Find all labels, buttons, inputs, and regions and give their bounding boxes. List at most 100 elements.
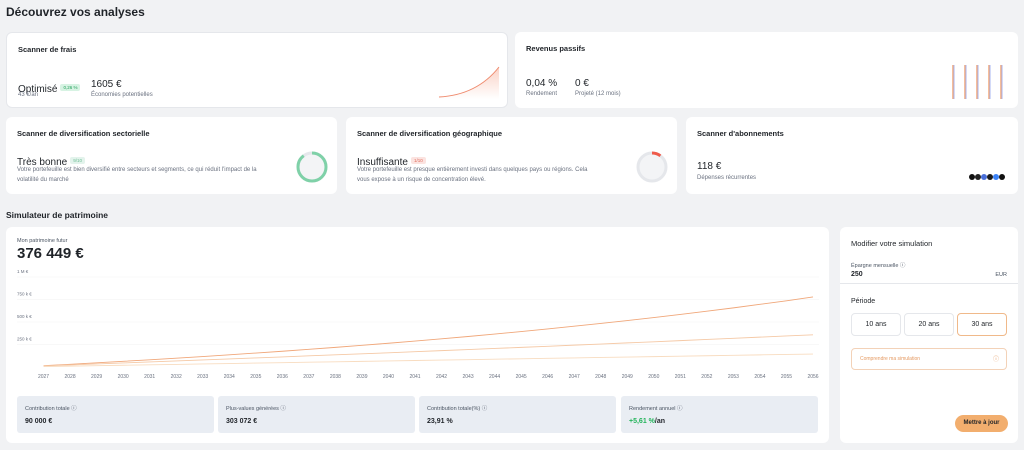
currency: EUR (995, 272, 1007, 278)
x-tick-label: 2030 (118, 374, 129, 380)
stat-box: Plus-values générées ⓘ 303 072 € (218, 396, 415, 433)
card-title: Revenus passifs (526, 44, 586, 53)
period-button[interactable]: 20 ans (904, 313, 954, 336)
x-tick-label: 2038 (330, 374, 341, 380)
x-tick-label: 2045 (516, 374, 527, 380)
savings-label-text: Épargne mensuelle (851, 263, 899, 269)
badge: 9/10 (70, 157, 85, 165)
projected-label: Projeté (12 mois) (575, 91, 621, 97)
simulator-card: Mon patrimoine futur 376 449 € 250 k € 50… (6, 227, 829, 443)
savings-value[interactable]: 250 (851, 271, 863, 278)
status: Insuffisante (357, 157, 408, 168)
stat-label: Plus-values générées ⓘ (226, 406, 286, 412)
sector-card[interactable]: Scanner de diversification sectorielle T… (6, 117, 337, 194)
stat-label: Contribution totale(%) ⓘ (427, 406, 488, 412)
update-button[interactable]: Mettre à jour (955, 415, 1008, 432)
x-tick-label: 2055 (781, 374, 792, 380)
subscription-icons (969, 174, 1005, 180)
card-title: Scanner de diversification géographique (357, 129, 503, 138)
amount: 1605 € (91, 79, 122, 90)
decor-lines (952, 65, 1003, 99)
fees-status-row: Optimisé 0,26 % (18, 79, 81, 97)
x-tick-label: 2028 (65, 374, 76, 380)
stat-box: Rendement annuel ⓘ +5,61 %/an (621, 396, 818, 433)
y-tick-label: 1 M € (17, 269, 29, 274)
x-tick-label: 2051 (675, 374, 686, 380)
fees-card[interactable]: Scanner de frais Optimisé 0,26 % 43 €/an … (6, 32, 508, 108)
x-tick-label: 2053 (728, 374, 739, 380)
stat-label: Contribution totale ⓘ (25, 406, 77, 412)
gauge (636, 151, 668, 183)
x-tick-label: 2039 (356, 374, 367, 380)
amount: 118 € (697, 161, 722, 172)
sparkline (438, 66, 500, 99)
x-tick-label: 2050 (648, 374, 659, 380)
stat-box: Contribution totale ⓘ 90 000 € (17, 396, 214, 433)
series-line (43, 296, 814, 367)
period-button[interactable]: 30 ans (957, 313, 1007, 336)
description: Votre portefeuille est bien diversifié e… (17, 167, 257, 183)
y-tick-label: 250 k € (17, 337, 32, 342)
x-tick-label: 2054 (754, 374, 765, 380)
status: Très bonne (17, 157, 68, 168)
x-tick-label: 2042 (436, 374, 447, 380)
passive-card[interactable]: Revenus passifs 0,04 % Rendement 0 € Pro… (515, 32, 1018, 108)
y-tick-label: 500 k € (17, 314, 32, 319)
x-tick-label: 2048 (595, 374, 606, 380)
x-tick-label: 2043 (463, 374, 474, 380)
savings-label: Épargne mensuelle ⓘ (851, 263, 906, 269)
stat-label-text: Rendement annuel (629, 406, 676, 412)
geo-card[interactable]: Scanner de diversification géographique … (346, 117, 677, 194)
period-button[interactable]: 10 ans (851, 313, 901, 336)
x-tick-label: 2056 (807, 374, 818, 380)
x-tick-label: 2052 (701, 374, 712, 380)
future-label: Mon patrimoine futur (17, 238, 68, 244)
stat-label-text: Contribution totale(%) (427, 406, 481, 412)
status-row: Insuffisante 1/10 (357, 152, 426, 170)
stat-value: 23,91 % (427, 418, 453, 425)
card-title: Scanner de frais (18, 45, 77, 54)
future-value: 376 449 € (17, 245, 84, 262)
amount-label: Économies potentielles (91, 92, 153, 98)
stat-value: +5,61 %/an (629, 418, 665, 425)
x-tick-label: 2049 (622, 374, 633, 380)
stat-value-number: +5,61 % (629, 418, 655, 425)
section-title: Simulateur de patrimoine (6, 210, 109, 220)
stat-box: Contribution totale(%) ⓘ 23,91 % (419, 396, 616, 433)
description: Votre portefeuille est presque entièreme… (357, 167, 588, 183)
info-icon: ⓘ (992, 357, 999, 363)
x-tick-label: 2031 (144, 374, 155, 380)
card-title: Scanner de diversification sectorielle (17, 129, 150, 138)
stat-label-text: Contribution totale (25, 406, 70, 412)
series-line (43, 334, 814, 367)
x-tick-label: 2046 (542, 374, 553, 380)
stat-value: 90 000 € (25, 418, 53, 425)
projected: 0 € (575, 78, 589, 89)
settings-title: Modifier votre simulation (851, 239, 933, 248)
x-tick-label: 2035 (250, 374, 261, 380)
x-tick-label: 2029 (91, 374, 102, 380)
card-title: Scanner d'abonnements (697, 129, 784, 138)
x-tick-label: 2033 (197, 374, 208, 380)
status-row: Très bonne 9/10 (17, 152, 85, 170)
stat-value: 303 072 € (226, 418, 258, 425)
settings-card: Modifier votre simulation Épargne mensue… (840, 227, 1018, 443)
gauge (296, 151, 328, 183)
subs-card[interactable]: Scanner d'abonnements 118 € Dépenses réc… (686, 117, 1018, 194)
page-title: Découvrez vos analyses (6, 5, 145, 19)
compare-button[interactable]: Comprendre ma simulation ⓘ (851, 348, 1007, 370)
x-tick-label: 2036 (277, 374, 288, 380)
x-tick-label: 2040 (383, 374, 394, 380)
stat-label: Rendement annuel ⓘ (629, 406, 683, 412)
divider (840, 283, 1018, 284)
x-tick-label: 2044 (489, 374, 500, 380)
yield-label: Rendement (526, 91, 558, 97)
fees-sub: 43 €/an (18, 92, 39, 98)
yield: 0,04 % (526, 78, 558, 89)
chart: 250 k € 500 k € 750 k € 1 M € 2027 2028 2029 20… (17, 269, 819, 380)
status: Optimisé (18, 84, 58, 95)
badge: 1/10 (410, 157, 426, 165)
stat-value-unit: /an (654, 418, 666, 425)
